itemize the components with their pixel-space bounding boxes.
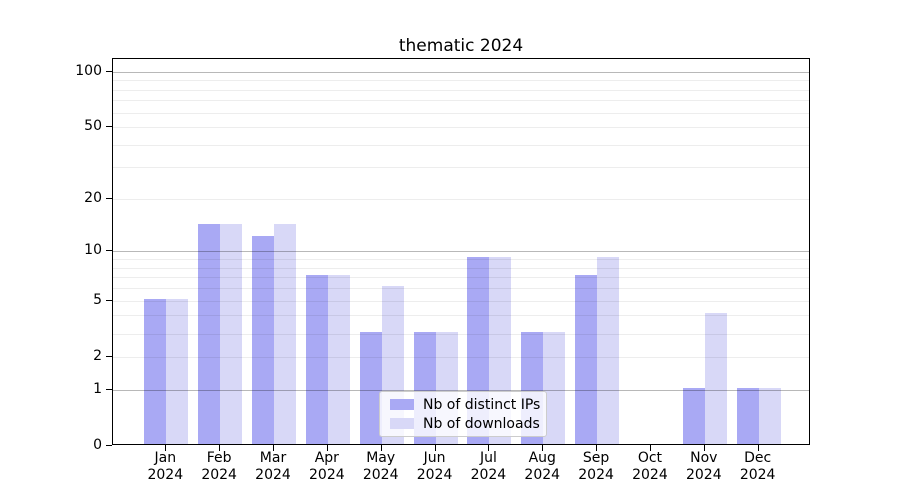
x-tick-mark — [488, 445, 490, 451]
legend-swatch-downloads — [390, 418, 414, 429]
bar — [252, 235, 274, 444]
y-tick-mark — [106, 70, 112, 72]
y-tick-mark — [106, 445, 112, 446]
gridline-minor — [113, 199, 809, 201]
x-tick-label: Dec 2024 — [739, 450, 776, 483]
plot-area: Nb of distinct IPs Nb of downloads — [112, 58, 810, 445]
bar — [597, 257, 620, 444]
x-tick-label: Jul 2024 — [470, 450, 507, 483]
x-tick-mark — [757, 445, 759, 451]
x-tick-mark — [380, 445, 382, 451]
bar — [575, 275, 598, 444]
y-tick-mark — [106, 198, 112, 200]
x-tick-label: Jan 2024 — [147, 450, 184, 483]
x-tick-mark — [703, 445, 705, 451]
x-tick-mark — [542, 445, 544, 451]
y-tick-label: 100 — [75, 62, 102, 79]
x-tick-mark — [219, 445, 221, 451]
gridline-minor — [113, 112, 809, 114]
gridline-minor — [113, 288, 809, 290]
y-tick-label: 50 — [84, 118, 102, 135]
y-tick-mark — [106, 299, 112, 301]
y-tick-label: 5 — [93, 291, 102, 308]
bar — [166, 298, 189, 444]
x-tick-label: Nov 2024 — [685, 450, 722, 483]
x-tick-mark — [434, 445, 436, 451]
x-tick-mark — [165, 445, 167, 451]
y-tick-mark — [106, 388, 112, 390]
x-tick-label: Apr 2024 — [309, 450, 345, 483]
bar — [220, 224, 243, 444]
gridline-minor — [113, 315, 809, 317]
bar — [327, 275, 350, 444]
gridline-minor — [113, 356, 809, 358]
bar — [758, 387, 781, 444]
gridline-minor — [113, 144, 809, 146]
gridline-major — [113, 71, 809, 73]
x-tick-mark — [649, 445, 651, 451]
bar — [305, 275, 328, 444]
x-tick-mark — [596, 445, 598, 451]
x-tick-label: Aug 2024 — [524, 450, 561, 483]
x-tick-mark — [273, 445, 274, 451]
legend: Nb of distinct IPs Nb of downloads — [379, 391, 547, 437]
gridline-minor — [113, 80, 809, 82]
gridline-minor — [113, 300, 809, 302]
bar — [736, 387, 759, 444]
x-tick-label: Sep 2024 — [578, 450, 614, 483]
gridline-major — [113, 389, 809, 391]
grid-layer — [113, 59, 809, 444]
x-tick-label: Feb 2024 — [201, 450, 237, 483]
bar — [198, 224, 221, 444]
gridline-minor — [113, 167, 809, 169]
gridline-minor — [113, 277, 809, 279]
x-tick-label: Oct 2024 — [632, 450, 668, 483]
legend-swatch-ips — [390, 399, 414, 410]
gridline-minor — [113, 127, 809, 129]
bar — [682, 387, 705, 444]
bar — [543, 331, 566, 444]
gridline-major — [113, 251, 809, 253]
bar — [144, 298, 167, 444]
y-tick-label: 2 — [93, 347, 102, 364]
x-tick-label: Mar 2024 — [255, 450, 291, 483]
gridline-minor — [113, 333, 809, 335]
y-tick-label: 1 — [93, 380, 102, 397]
gridline-minor — [113, 259, 809, 261]
bar — [704, 313, 727, 444]
y-tick-label: 10 — [84, 242, 102, 259]
x-tick-label: Jun 2024 — [416, 450, 453, 483]
legend-label-ips: Nb of distinct IPs — [423, 396, 541, 413]
gridline-minor — [113, 100, 809, 102]
legend-entry-downloads: Nb of downloads — [390, 416, 546, 432]
y-tick-label: 20 — [84, 190, 102, 207]
legend-label-downloads: Nb of downloads — [423, 415, 540, 432]
legend-entry-distinct-ips: Nb of distinct IPs — [390, 397, 546, 413]
bar — [359, 331, 382, 444]
y-tick-mark — [106, 126, 112, 128]
y-tick-label: 0 — [93, 437, 102, 453]
gridline-minor — [113, 267, 809, 269]
chart-title: thematic 2024 — [398, 36, 524, 56]
y-tick-mark — [106, 250, 112, 252]
x-tick-mark — [326, 445, 328, 451]
bar — [274, 224, 296, 444]
y-tick-mark — [106, 355, 112, 357]
gridline-minor — [113, 89, 809, 91]
x-tick-label: May 2024 — [362, 450, 399, 483]
